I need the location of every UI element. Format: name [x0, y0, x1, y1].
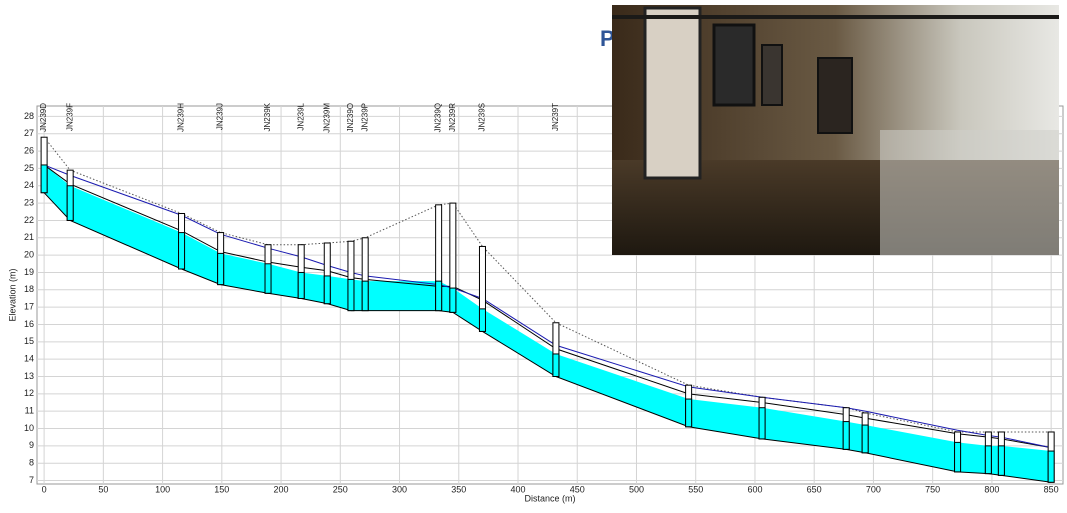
node-label: JN239M [322, 103, 331, 133]
photo [612, 5, 1059, 255]
x-tick-label: 450 [570, 484, 585, 494]
y-tick-label: 14 [24, 354, 34, 364]
node-label: JN239R [448, 103, 457, 132]
manhole-water [324, 276, 330, 304]
x-tick-label: 850 [1044, 484, 1059, 494]
node-label: JN239D [39, 103, 48, 132]
node-label: JN239F [65, 103, 74, 131]
node-label: JN239T [551, 103, 560, 131]
x-tick-label: 650 [807, 484, 822, 494]
x-tick-label: 0 [42, 484, 47, 494]
y-tick-label: 23 [24, 197, 34, 207]
x-tick-label: 50 [98, 484, 108, 494]
y-tick-label: 28 [24, 111, 34, 121]
photo-frame [762, 45, 782, 105]
x-tick-label: 350 [451, 484, 466, 494]
x-tick-label: 250 [333, 484, 348, 494]
manhole-water [362, 281, 368, 310]
x-tick-label: 500 [629, 484, 644, 494]
x-tick-label: 300 [392, 484, 407, 494]
y-tick-label: 19 [24, 267, 34, 277]
x-tick-label: 150 [214, 484, 229, 494]
manhole-water [985, 446, 991, 474]
photo-light [880, 130, 1059, 255]
x-tick-label: 400 [510, 484, 525, 494]
y-tick-label: 20 [24, 249, 34, 259]
manhole-water [348, 279, 354, 310]
node-label: JN239P [360, 103, 369, 131]
y-axis-label: Elevation (m) [7, 268, 17, 321]
x-tick-label: 700 [866, 484, 881, 494]
manhole-water [686, 399, 692, 427]
node-label: JN239O [346, 103, 355, 132]
node-label: JN239Q [434, 103, 443, 132]
y-tick-label: 7 [29, 475, 34, 485]
manhole-water [179, 233, 185, 269]
node-label: JN239H [177, 103, 186, 132]
x-tick-label: 100 [155, 484, 170, 494]
x-axis-label: Distance (m) [524, 493, 575, 503]
manhole-water [759, 408, 765, 439]
y-tick-label: 15 [24, 336, 34, 346]
y-tick-label: 13 [24, 371, 34, 381]
y-tick-label: 26 [24, 145, 34, 155]
y-tick-label: 8 [29, 458, 34, 468]
manhole-water [436, 281, 442, 310]
manhole-water [1048, 451, 1054, 482]
y-tick-label: 12 [24, 388, 34, 398]
manhole-water [955, 442, 961, 471]
manhole-water [862, 425, 868, 453]
photo-frame [818, 58, 852, 133]
y-tick-label: 22 [24, 215, 34, 225]
photo-ceiling [612, 15, 1059, 19]
photo-poster [645, 8, 700, 178]
y-tick-label: 17 [24, 302, 34, 312]
y-tick-label: 18 [24, 284, 34, 294]
x-tick-label: 600 [747, 484, 762, 494]
x-tick-label: 750 [925, 484, 940, 494]
x-tick-label: 200 [274, 484, 289, 494]
manhole-water [843, 422, 849, 450]
manhole-water [553, 354, 559, 377]
manhole-water [479, 309, 485, 332]
y-tick-label: 24 [24, 180, 34, 190]
x-tick-label: 800 [984, 484, 999, 494]
chart: P Distance (m) Elevation (m) 05010015020… [0, 0, 1067, 513]
node-label: JN239J [216, 103, 225, 130]
node-label: JN239S [478, 103, 487, 131]
node-label: JN239K [263, 102, 272, 131]
y-tick-label: 27 [24, 128, 34, 138]
photo-frame [714, 25, 754, 105]
y-tick-label: 10 [24, 423, 34, 433]
manhole-water [41, 165, 47, 193]
manhole-water [265, 264, 271, 293]
node-label: JN239L [296, 102, 305, 130]
y-tick-label: 16 [24, 319, 34, 329]
y-tick-label: 21 [24, 232, 34, 242]
manhole-water [998, 446, 1004, 475]
manhole-water [450, 288, 456, 312]
manhole-water [67, 186, 73, 221]
y-tick-label: 9 [29, 440, 34, 450]
manhole-water [218, 253, 224, 284]
y-tick-label: 25 [24, 163, 34, 173]
manhole-water [298, 272, 304, 298]
x-tick-label: 550 [688, 484, 703, 494]
y-tick-label: 11 [25, 406, 34, 416]
